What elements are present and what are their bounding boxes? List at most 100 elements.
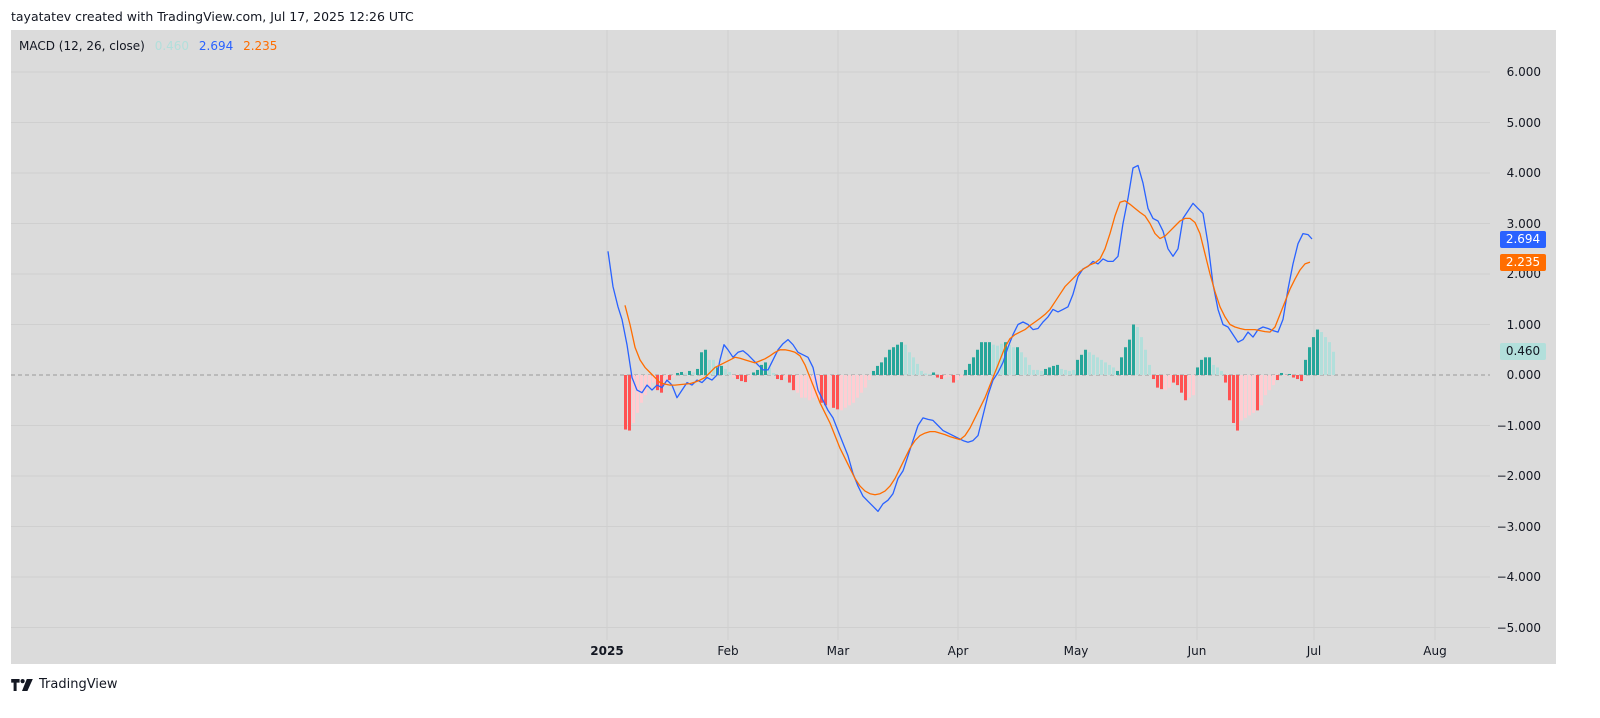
histogram-bar	[1016, 347, 1019, 375]
histogram-bar	[696, 368, 699, 375]
histogram-bar	[900, 342, 903, 375]
histogram-bar	[764, 362, 767, 375]
histogram-bar	[872, 370, 875, 375]
signal-line	[624, 200, 1311, 496]
histogram-bar	[668, 375, 671, 381]
histogram-bar	[832, 375, 835, 408]
histogram-price-tag: 0.460	[1500, 343, 1546, 360]
histogram-bar	[1064, 369, 1067, 375]
histogram-bar	[732, 375, 735, 378]
histogram-bar	[1240, 375, 1243, 421]
y-tick-label: −1.000	[1496, 418, 1541, 433]
histogram-bar	[1316, 329, 1319, 375]
histogram-bar	[1208, 357, 1211, 375]
histogram-bar	[1152, 375, 1155, 380]
histogram-bar	[712, 359, 715, 375]
histogram-bar	[760, 364, 763, 375]
x-tick-label: Aug	[1423, 644, 1447, 658]
histogram-bar	[1164, 375, 1167, 391]
histogram-bar	[768, 367, 771, 375]
histogram-bar	[704, 349, 707, 375]
histogram-bar	[800, 375, 803, 398]
histogram-bar	[1332, 351, 1335, 375]
histogram-bar	[1140, 337, 1143, 375]
histogram-bar	[1188, 375, 1191, 398]
histogram-bar	[1292, 375, 1295, 378]
histogram-bar	[1084, 349, 1087, 375]
histogram-bar	[820, 375, 823, 403]
histogram-bar	[888, 349, 891, 375]
histogram-bar	[1104, 362, 1107, 375]
histogram-bar	[1012, 347, 1015, 375]
histogram-bar	[920, 370, 923, 375]
histogram-bar	[840, 375, 843, 411]
histogram-bar	[664, 375, 667, 386]
histogram-bar	[736, 375, 739, 380]
histogram-bar	[776, 375, 779, 380]
histogram-bar	[1068, 370, 1071, 375]
histogram-bar	[700, 352, 703, 375]
histogram-bar	[844, 375, 847, 408]
histogram-bar	[996, 345, 999, 375]
histogram-bar	[1312, 337, 1315, 375]
histogram-bar	[708, 359, 711, 375]
histogram-bar	[1248, 375, 1251, 416]
histogram-bar	[1008, 344, 1011, 375]
histogram-bar	[796, 375, 799, 393]
histogram-bar	[936, 375, 939, 378]
tradingview-logo-icon	[11, 678, 33, 691]
x-tick-label: Apr	[947, 644, 969, 658]
histogram-bar	[828, 375, 831, 408]
histogram-bar	[972, 357, 975, 375]
histogram-bar	[744, 375, 747, 383]
histogram-bar	[1092, 354, 1095, 375]
histogram-bar	[1108, 364, 1111, 375]
histogram-bar	[1324, 337, 1327, 375]
histogram-bar	[1096, 357, 1099, 375]
histogram-bar	[964, 369, 967, 375]
histogram-bar	[720, 365, 723, 375]
y-tick-label: −3.000	[1496, 519, 1541, 534]
histogram-bar	[672, 375, 675, 378]
histogram-bar	[1168, 375, 1171, 388]
histogram-bar	[948, 375, 951, 377]
histogram-bar	[1236, 375, 1239, 431]
histogram-bar	[1228, 375, 1231, 401]
histogram-bar	[1124, 347, 1127, 375]
histogram-bar	[1172, 375, 1175, 383]
histogram-bar	[848, 375, 851, 406]
histogram-bar	[904, 344, 907, 375]
histogram-bar	[724, 368, 727, 375]
histogram-bar	[1296, 375, 1299, 380]
histogram-bar	[684, 373, 687, 375]
histogram-bar	[1232, 375, 1235, 423]
indicator-name: MACD (12, 26, close)	[19, 39, 145, 53]
histogram-bar	[624, 375, 627, 430]
histogram-bar	[876, 365, 879, 375]
histogram-bar	[1160, 375, 1163, 390]
histogram-bar	[1040, 370, 1043, 375]
chart-panel[interactable]	[11, 30, 1556, 664]
tradingview-logo[interactable]: TradingView	[11, 677, 118, 692]
indicator-legend[interactable]: MACD (12, 26, close) 0.460 2.694 2.235	[19, 39, 283, 53]
histogram-bar	[740, 375, 743, 382]
histogram-bar	[1212, 364, 1215, 375]
x-tick-label: Mar	[826, 644, 850, 658]
histogram-bar	[640, 375, 643, 403]
histogram-bar	[1216, 367, 1219, 375]
histogram-bar	[692, 372, 695, 375]
histogram-bar	[1116, 370, 1119, 375]
histogram-bar	[1056, 364, 1059, 375]
histogram-bar	[1000, 343, 1003, 375]
histogram-bar	[836, 375, 839, 410]
histogram-bar	[1244, 375, 1247, 418]
histogram-bar	[636, 375, 639, 413]
histogram-bar	[1180, 375, 1183, 393]
histogram-bar	[856, 375, 859, 398]
histogram-bar	[956, 375, 959, 381]
histogram-bar	[912, 357, 915, 375]
histogram-bar	[892, 347, 895, 375]
histogram-bar	[660, 375, 663, 393]
histogram-bar	[1004, 342, 1007, 375]
